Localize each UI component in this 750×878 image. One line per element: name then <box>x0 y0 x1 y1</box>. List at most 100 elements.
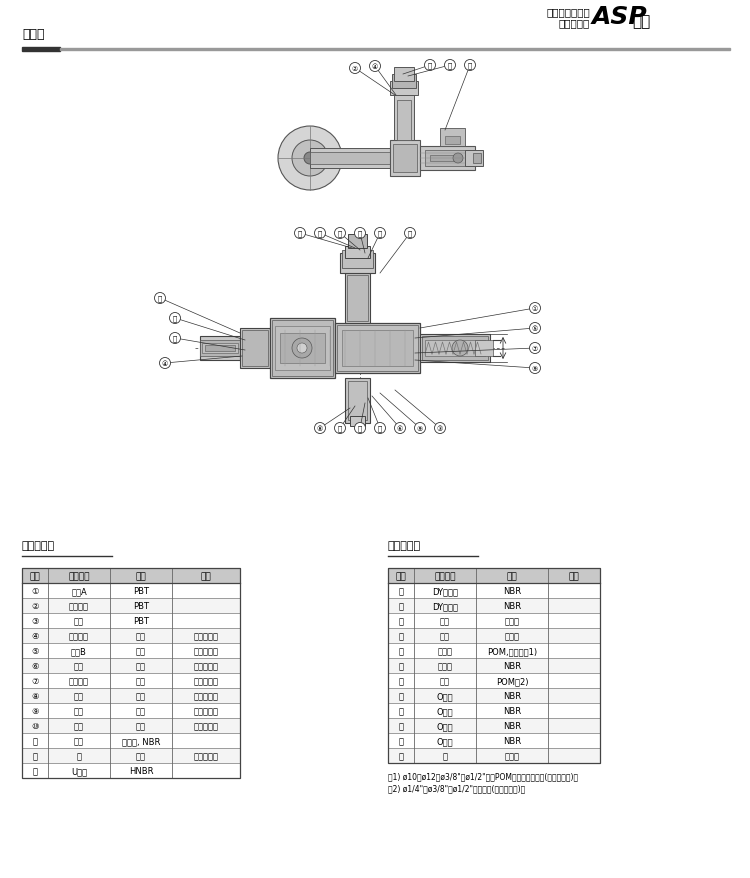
Bar <box>388 688 600 703</box>
Bar <box>200 336 240 361</box>
Text: ⑰: ⑰ <box>398 631 404 640</box>
Text: O形圈: O形圈 <box>436 706 453 716</box>
Text: 釋放表: 釋放表 <box>437 646 452 655</box>
Bar <box>337 326 418 371</box>
Bar <box>388 598 600 614</box>
Bar <box>348 382 367 421</box>
Text: ⑰: ⑰ <box>338 425 342 432</box>
Circle shape <box>160 358 170 369</box>
Circle shape <box>154 293 166 304</box>
Bar <box>270 319 335 378</box>
Text: ⑰: ⑰ <box>298 230 302 237</box>
Bar <box>390 82 418 96</box>
Circle shape <box>170 333 181 344</box>
Bar <box>473 154 481 164</box>
Bar <box>22 673 240 688</box>
Bar <box>242 331 268 367</box>
Text: ⑤: ⑤ <box>32 646 39 655</box>
Text: 先导阀体: 先导阀体 <box>69 631 89 640</box>
Text: NBR: NBR <box>503 736 521 745</box>
Text: O形圈: O形圈 <box>436 736 453 745</box>
Text: ④: ④ <box>32 631 39 640</box>
Text: ⑳: ⑳ <box>398 676 404 685</box>
Bar <box>22 703 240 718</box>
Bar <box>310 149 390 169</box>
Text: ⑱: ⑱ <box>448 62 452 69</box>
Text: 无电解镇镖: 无电解镇镖 <box>194 691 218 700</box>
Bar <box>272 320 333 377</box>
Text: 黄铜: 黄铜 <box>136 706 146 716</box>
Text: 不锈锂: 不锈锂 <box>505 752 520 760</box>
Circle shape <box>530 323 541 335</box>
Text: ⑬: ⑬ <box>408 230 413 237</box>
Text: POM注2): POM注2) <box>496 676 528 685</box>
Text: 无电解镇镖: 无电解镇镖 <box>194 631 218 640</box>
Text: 注1) ø10，ø12，ø3/8"，ø1/2"支成POM，不锈锂，黄铜(无电解镇镖)。: 注1) ø10，ø12，ø3/8"，ø1/2"支成POM，不锈锂，黄铜(无电解镇… <box>388 771 578 781</box>
Text: DY密封圈: DY密封圈 <box>432 601 458 610</box>
Circle shape <box>355 423 365 434</box>
Text: 黑色铝酸锌: 黑色铝酸锌 <box>194 752 218 760</box>
Bar <box>22 48 60 52</box>
Bar <box>388 644 600 658</box>
Circle shape <box>453 154 463 164</box>
Text: ⑱: ⑱ <box>398 646 404 655</box>
Text: 无电解镇镖: 无电解镇镖 <box>194 661 218 670</box>
Bar <box>22 718 240 733</box>
Bar <box>240 328 270 369</box>
Circle shape <box>292 339 312 358</box>
Text: NBR: NBR <box>503 691 521 700</box>
Text: 阀芯: 阀芯 <box>74 736 84 745</box>
Text: 黄铜: 黄铜 <box>136 661 146 670</box>
Bar <box>388 629 600 644</box>
Circle shape <box>295 228 305 239</box>
Circle shape <box>314 423 326 434</box>
Text: 无电解镇镖: 无电解镇镖 <box>194 676 218 685</box>
Circle shape <box>297 343 307 354</box>
Text: ②: ② <box>352 66 358 72</box>
Text: ⑬: ⑬ <box>32 766 38 775</box>
Circle shape <box>530 343 541 354</box>
Bar <box>388 718 600 733</box>
Bar <box>420 147 475 171</box>
Text: 构成零部件: 构成零部件 <box>22 540 56 551</box>
Bar <box>393 145 417 173</box>
Bar <box>394 68 414 82</box>
Text: 不锈锂: 不锈锂 <box>505 616 520 625</box>
Text: ⑭: ⑭ <box>358 230 362 237</box>
Text: ⑥: ⑥ <box>397 426 404 431</box>
Circle shape <box>355 228 365 239</box>
Text: 无电解镇镖: 无电解镇镖 <box>194 646 218 655</box>
Bar <box>425 341 485 356</box>
Bar <box>388 673 600 688</box>
Text: 材质: 材质 <box>136 572 146 580</box>
Text: ③: ③ <box>32 616 39 625</box>
Circle shape <box>304 153 316 165</box>
Text: ④: ④ <box>162 361 168 367</box>
Bar <box>388 614 600 629</box>
Text: ⑮: ⑮ <box>338 230 342 237</box>
Text: 黄铜: 黄铜 <box>136 691 146 700</box>
Text: ⑮: ⑮ <box>398 601 404 610</box>
Text: 黄铜: 黄铜 <box>136 631 146 640</box>
Text: 弹笧: 弹笧 <box>440 631 450 640</box>
Text: 不锈锂, NBR: 不锈锂, NBR <box>122 736 160 745</box>
Text: 序号: 序号 <box>396 572 406 580</box>
Circle shape <box>394 423 406 434</box>
Bar <box>342 251 373 269</box>
Text: 活塞: 活塞 <box>74 721 84 730</box>
Circle shape <box>314 228 326 239</box>
Text: ②: ② <box>32 601 39 610</box>
Circle shape <box>278 126 342 191</box>
Text: ㉑: ㉑ <box>172 335 177 342</box>
Text: ⑨: ⑨ <box>32 706 39 716</box>
Bar <box>345 378 370 423</box>
Text: PBT: PBT <box>133 587 149 595</box>
Text: NBR: NBR <box>503 601 521 610</box>
Text: 黄铜: 黄铜 <box>136 646 146 655</box>
Bar <box>22 644 240 658</box>
Text: 零部件名: 零部件名 <box>434 572 456 580</box>
Text: 针阀导座: 针阀导座 <box>69 676 89 685</box>
Text: ⑤: ⑤ <box>532 326 538 332</box>
Text: NBR: NBR <box>503 721 521 730</box>
Text: 针阀: 针阀 <box>74 661 84 670</box>
